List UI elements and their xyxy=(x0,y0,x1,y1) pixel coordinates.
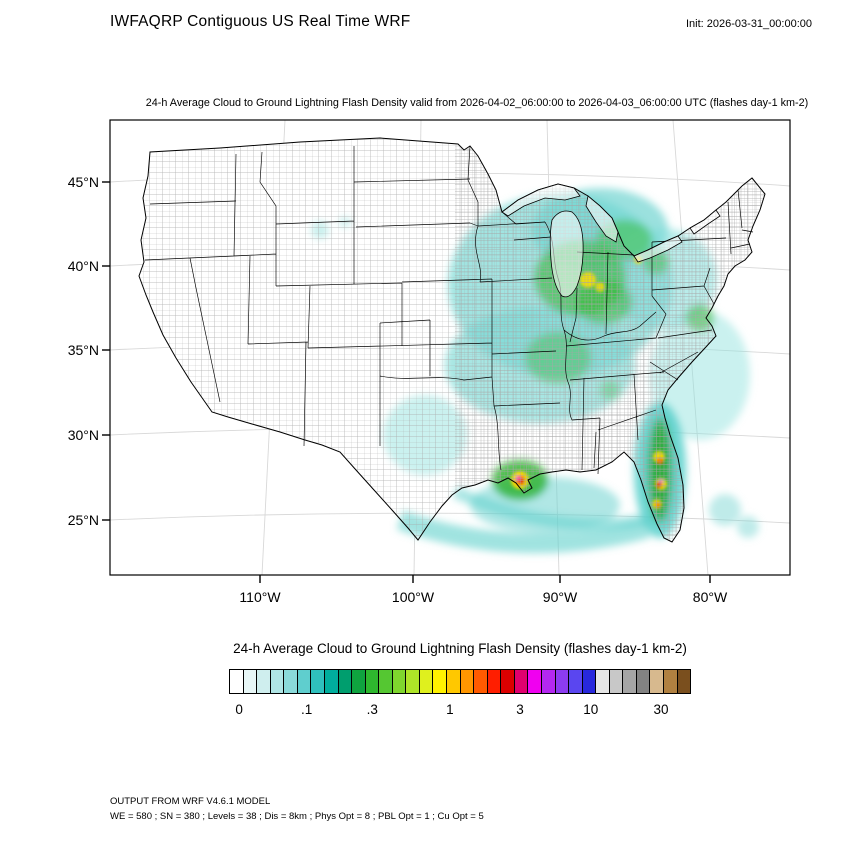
lon-tick-label-100w: 100°W xyxy=(392,589,435,605)
colorbar-cell xyxy=(541,670,556,693)
colorbar-tick-label: 10 xyxy=(583,702,599,717)
lake-ontario xyxy=(689,209,721,235)
colorbar-cell xyxy=(352,670,366,693)
great-lakes xyxy=(501,183,721,298)
colorbar-cell xyxy=(230,670,244,693)
colorbar-cell xyxy=(338,670,353,693)
colorbar-cell xyxy=(636,670,651,693)
model-info-footer: OUTPUT FROM WRF V4.6.1 MODEL WE = 580 ; … xyxy=(110,795,484,824)
colorbar-cell xyxy=(487,670,502,693)
colorbar-cell xyxy=(609,670,624,693)
lake-erie xyxy=(633,235,683,263)
colorbar-cell xyxy=(365,670,380,693)
colorbar xyxy=(229,669,691,694)
colorbar-cell xyxy=(514,670,529,693)
colorbar-cell xyxy=(392,670,407,693)
colorbar-tick-label: .3 xyxy=(366,702,378,717)
colorbar-tick-label: .1 xyxy=(300,702,313,717)
colorbar-cell xyxy=(284,670,298,693)
lake-huron xyxy=(585,195,619,243)
colorbar-cell xyxy=(419,670,434,693)
model-info-line2: WE = 580 ; SN = 380 ; Levels = 38 ; Dis … xyxy=(110,810,484,822)
lon-tick-label-80w: 80°W xyxy=(693,589,728,605)
axis-tick-marks xyxy=(102,181,711,583)
colorbar-cell xyxy=(270,670,285,693)
colorbar-cell xyxy=(623,670,637,693)
colorbar-cell xyxy=(677,670,691,693)
colorbar-cell xyxy=(243,670,258,693)
state-boundaries xyxy=(144,145,754,475)
lon-tick-label-90w: 90°W xyxy=(543,589,578,605)
colorbar-cell xyxy=(650,670,664,693)
colorbar-cell xyxy=(474,670,488,693)
colorbar-ticks: 0 .1 .3 1 3 10 30 xyxy=(229,702,691,720)
map-figure: 24-h Average Cloud to Ground Lightning F… xyxy=(68,97,808,605)
lat-tick-label-25n: 25°N xyxy=(68,512,99,528)
colorbar-cell xyxy=(311,670,325,693)
county-boundaries-texture xyxy=(139,138,765,542)
colorbar-cell xyxy=(460,670,475,693)
lake-superior xyxy=(501,183,581,217)
colorbar-tick-label: 30 xyxy=(653,702,669,717)
page-title: IWFAQRP Contiguous US Real Time WRF xyxy=(110,13,411,30)
lat-tick-label-45n: 45°N xyxy=(68,174,99,190)
colorbar-cell xyxy=(406,670,420,693)
colorbar-tick-label: 0 xyxy=(235,702,243,717)
colorbar-cell xyxy=(501,670,515,693)
colorbar-cell xyxy=(528,670,542,693)
init-time-label: Init: 2026-03-31_00:00:00 xyxy=(686,18,812,30)
colorbar-cell xyxy=(297,670,312,693)
model-info-line1: OUTPUT FROM WRF V4.6.1 MODEL xyxy=(110,796,271,807)
colorbar-tick-label: 1 xyxy=(446,702,454,717)
colorbar-cell xyxy=(379,670,393,693)
lon-tick-label-110w: 110°W xyxy=(239,589,281,605)
map-subtitle: 24-h Average Cloud to Ground Lightning F… xyxy=(146,97,808,109)
colorbar-cell xyxy=(555,670,570,693)
colorbar-cell xyxy=(596,670,610,693)
colorbar-cell xyxy=(447,670,461,693)
lat-tick-label-30n: 30°N xyxy=(68,427,99,443)
lat-tick-label-40n: 40°N xyxy=(68,258,99,274)
colorbar-cell xyxy=(582,670,597,693)
lake-michigan xyxy=(549,210,584,298)
colorbar-title: 24-h Average Cloud to Ground Lightning F… xyxy=(233,641,687,656)
colorbar-cell xyxy=(324,670,339,693)
colorbar-cell xyxy=(433,670,447,693)
colorbar-cell xyxy=(257,670,271,693)
colorbar-tick-label: 3 xyxy=(516,702,524,717)
colorbar-cell xyxy=(664,670,678,693)
colorbar-cell xyxy=(569,670,583,693)
plot-frame xyxy=(109,119,791,576)
lat-tick-label-35n: 35°N xyxy=(68,342,99,358)
